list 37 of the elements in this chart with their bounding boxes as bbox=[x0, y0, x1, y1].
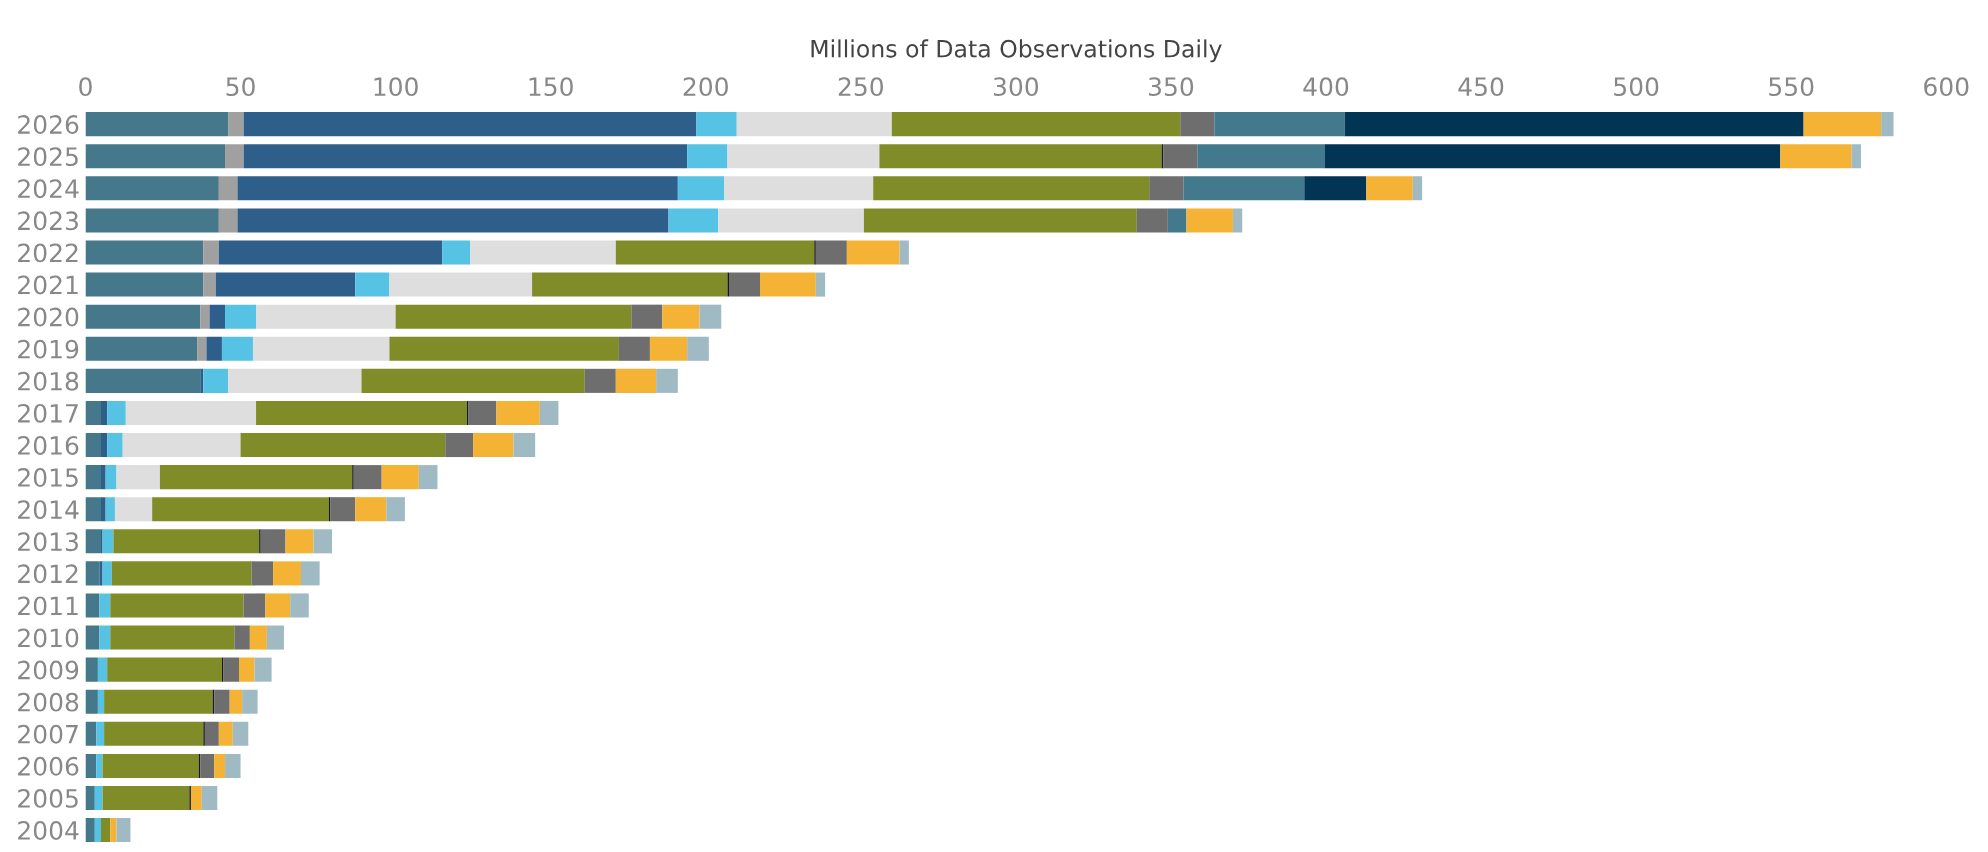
y-tick-label: 2022 bbox=[18, 243, 78, 263]
x-tick-label: 350 bbox=[1148, 77, 1194, 97]
x-tick-label: 100 bbox=[374, 77, 418, 97]
x-tick-label: 0 bbox=[79, 77, 92, 97]
y-tick-label: 2017 bbox=[18, 403, 78, 423]
y-tick-label: 2014 bbox=[18, 500, 79, 520]
y-tick-label: 2012 bbox=[18, 564, 78, 584]
x-tick-label: 150 bbox=[529, 77, 573, 97]
y-tick-label: 2009 bbox=[18, 660, 79, 680]
y-tick-label: 2010 bbox=[18, 628, 79, 648]
y-tick-label: 2018 bbox=[18, 371, 79, 391]
x-tick-label: 50 bbox=[226, 77, 255, 97]
x-tick-label: 300 bbox=[993, 77, 1039, 97]
x-tick-label: 250 bbox=[838, 77, 883, 97]
x-tick-label: 200 bbox=[683, 77, 728, 97]
y-tick-label: 2019 bbox=[18, 339, 79, 359]
x-tick-label: 600 bbox=[1924, 77, 1969, 97]
y-tick-label: 2026 bbox=[18, 115, 79, 134]
x-tick-label: 400 bbox=[1303, 77, 1349, 97]
y-tick-label: 2024 bbox=[18, 179, 79, 199]
y-tick-label: 2013 bbox=[18, 532, 78, 552]
y-tick-label: 2008 bbox=[18, 692, 79, 712]
y-tick-label: 2004 bbox=[18, 821, 79, 840]
x-tick-label: 550 bbox=[1769, 77, 1814, 97]
y-tick-label: 2007 bbox=[18, 724, 78, 744]
y-tick-label: 2006 bbox=[18, 756, 79, 776]
y-tick-label: 2023 bbox=[18, 211, 78, 231]
x-tick-label: 450 bbox=[1458, 77, 1504, 97]
y-tick-label: 2016 bbox=[18, 435, 79, 455]
y-tick-label: 2015 bbox=[18, 468, 78, 487]
y-tick-label: 2021 bbox=[18, 275, 78, 295]
x-tick-label: 500 bbox=[1614, 77, 1659, 97]
y-tick-label: 2020 bbox=[18, 307, 79, 327]
y-tick-label: 2025 bbox=[18, 147, 78, 167]
y-tick-label: 2005 bbox=[18, 788, 78, 808]
y-tick-label: 2011 bbox=[18, 596, 78, 616]
x-axis-title: Millions of Data Observations Daily bbox=[811, 39, 1222, 63]
